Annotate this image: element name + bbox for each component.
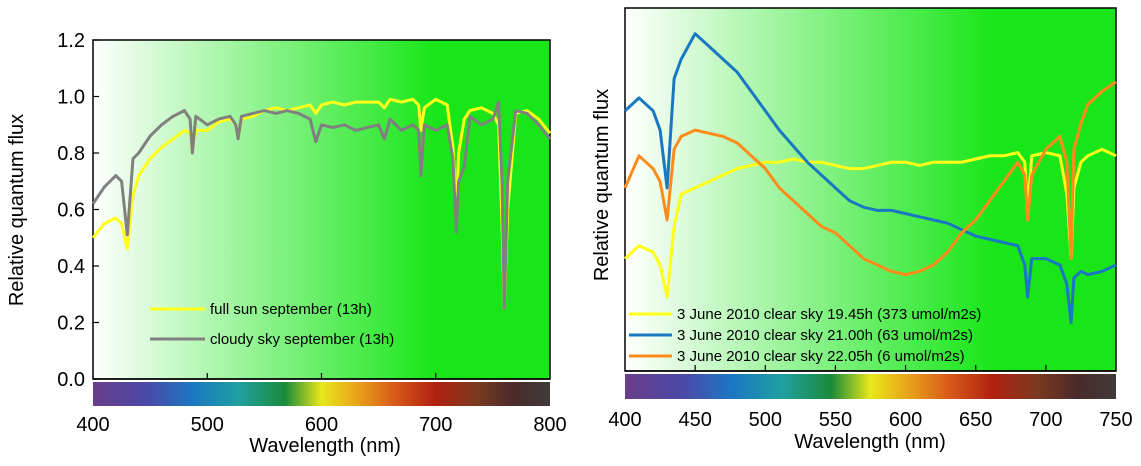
legend-label-cloudy-sky: cloudy sky september (13h) xyxy=(210,331,394,348)
series-line xyxy=(623,32,1117,325)
right-x-ticks: 400 450 500 550 600 650 700 750 xyxy=(608,365,1133,431)
left-y-axis-label: Relative quantum flux xyxy=(6,114,28,306)
x-tick-label: 400 xyxy=(76,414,109,436)
left-plot-area xyxy=(92,39,551,380)
y-tick-label: 0.4 xyxy=(57,256,85,278)
right-legend: 3 June 2010 clear sky 19.45h (373 umol/m… xyxy=(629,306,981,365)
left-legend: full sun september (13h) cloudy sky sept… xyxy=(150,301,394,348)
right-plot-area xyxy=(624,7,1117,372)
x-tick-label: 750 xyxy=(1099,409,1132,431)
left-x-axis-label: Wavelength (nm) xyxy=(249,435,401,457)
legend-label-1945h: 3 June 2010 clear sky 19.45h (373 umol/m… xyxy=(677,306,981,323)
left-spectrum-bar xyxy=(93,382,550,406)
x-tick-label: 700 xyxy=(419,414,452,436)
series-line xyxy=(91,100,552,310)
y-tick-label: 0.0 xyxy=(57,369,85,391)
y-tick-label: 1.0 xyxy=(57,87,85,109)
x-tick-label: 800 xyxy=(533,414,566,436)
right-spectrum-bar xyxy=(625,374,1116,399)
left-chart: 400 500 600 700 800 0.0 0.2 0.4 0.6 0.8 1.0 1.2 Wa… xyxy=(6,30,567,457)
legend-label-2205h: 3 June 2010 clear sky 22.05h (6 umol/m2s… xyxy=(677,348,965,365)
x-tick-label: 550 xyxy=(819,409,852,431)
left-series-lines xyxy=(91,97,552,310)
y-tick-label: 1.2 xyxy=(57,30,85,52)
legend-label-full-sun: full sun september (13h) xyxy=(210,301,372,318)
x-tick-label: 600 xyxy=(889,409,922,431)
left-x-ticks: 400 500 600 700 800 xyxy=(76,373,567,436)
x-tick-label: 400 xyxy=(608,409,641,431)
legend-label-2100h: 3 June 2010 clear sky 21.00h (63 umol/m2… xyxy=(677,327,973,344)
right-series-lines xyxy=(623,32,1117,325)
x-tick-label: 500 xyxy=(191,414,224,436)
y-tick-label: 0.6 xyxy=(57,200,85,222)
left-y-ticks: 0.0 0.2 0.4 0.6 0.8 1.0 1.2 xyxy=(57,30,99,391)
x-tick-label: 700 xyxy=(1029,409,1062,431)
y-tick-label: 0.2 xyxy=(57,313,85,335)
y-tick-label: 0.8 xyxy=(57,143,85,165)
series-line xyxy=(623,80,1117,277)
series-line xyxy=(623,147,1117,299)
series-line xyxy=(91,97,552,310)
x-tick-label: 600 xyxy=(305,414,338,436)
right-chart: 400 450 500 550 600 650 700 750 Wavelength (nm)… xyxy=(591,7,1133,453)
right-y-axis-label: Relative quantum flux xyxy=(591,89,613,281)
right-x-axis-label: Wavelength (nm) xyxy=(794,431,946,453)
x-tick-label: 450 xyxy=(678,409,711,431)
x-tick-label: 500 xyxy=(749,409,782,431)
x-tick-label: 650 xyxy=(959,409,992,431)
